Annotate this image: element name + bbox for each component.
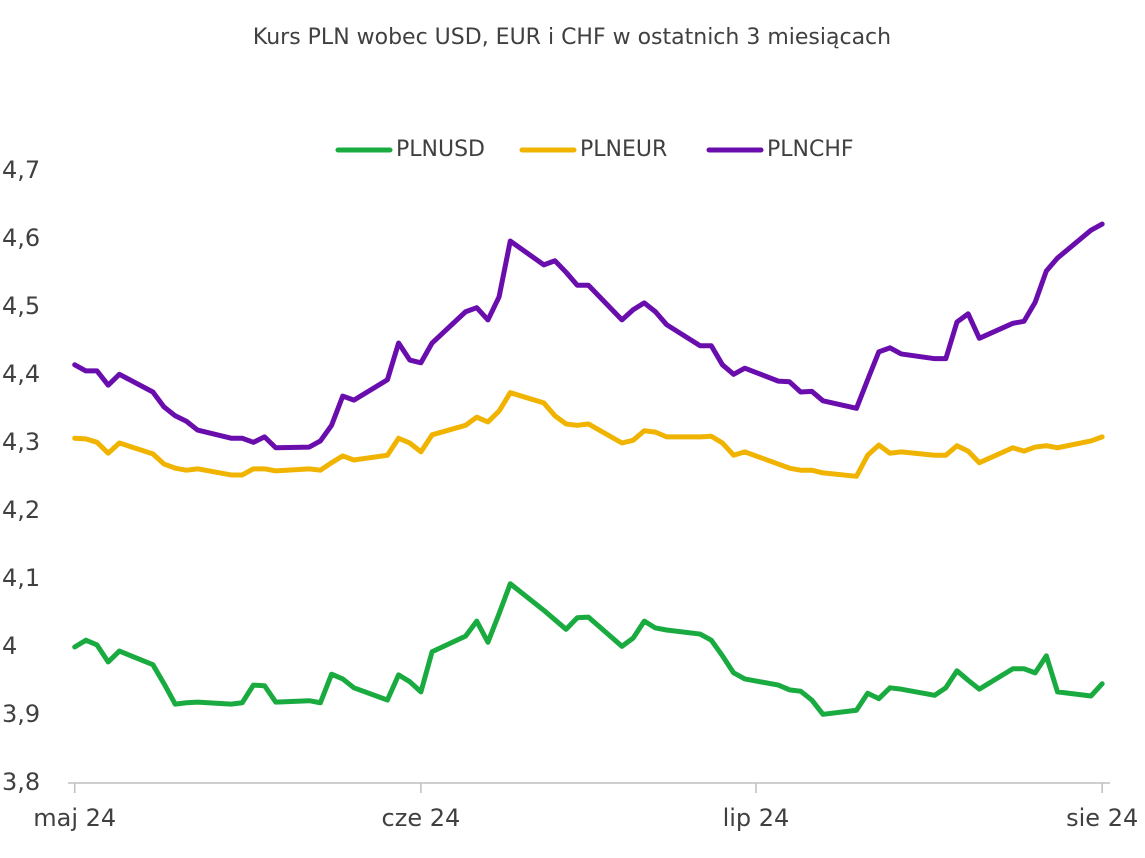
- y-tick-label: 4,6: [2, 224, 40, 252]
- y-tick-label: 3,9: [2, 700, 40, 728]
- series-line: [72, 390, 1105, 479]
- y-tick-label: 4: [2, 632, 17, 660]
- y-tick-label: 4,4: [2, 360, 40, 388]
- y-tick-label: 4,2: [2, 496, 40, 524]
- chart-title: Kurs PLN wobec USD, EUR i CHF w ostatnic…: [253, 25, 891, 50]
- x-tick-label: lip 24: [723, 804, 790, 832]
- legend-label: PLNEUR: [580, 137, 667, 162]
- x-tick-label: cze 24: [382, 804, 461, 832]
- legend-label: PLNUSD: [396, 137, 485, 162]
- y-tick-label: 4,7: [2, 156, 40, 184]
- y-tick-label: 4,1: [2, 564, 40, 592]
- series-line: [72, 581, 1105, 717]
- legend-label: PLNCHF: [767, 137, 854, 162]
- x-tick-label: sie 24: [1066, 804, 1138, 832]
- y-tick-label: 4,3: [2, 428, 40, 456]
- y-tick-label: 3,8: [2, 768, 40, 796]
- y-tick-label: 4,5: [2, 292, 40, 320]
- series-line: [72, 221, 1105, 451]
- x-tick-label: maj 24: [33, 804, 116, 832]
